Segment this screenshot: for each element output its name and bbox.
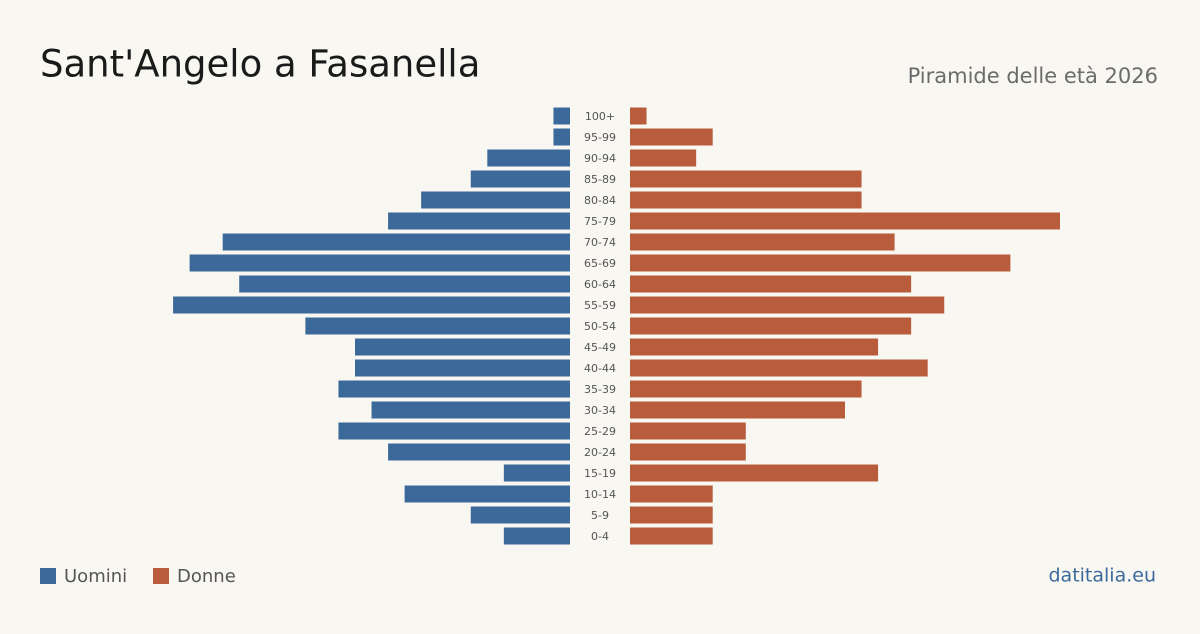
bar bbox=[630, 359, 928, 377]
bar bbox=[630, 527, 713, 545]
chart-subtitle: Piramide delle età 2026 bbox=[908, 64, 1158, 88]
bar bbox=[630, 422, 746, 440]
bar bbox=[421, 191, 570, 209]
bar bbox=[173, 296, 571, 314]
bar bbox=[630, 317, 912, 335]
bar bbox=[630, 107, 647, 125]
age-label: 70-74 bbox=[584, 236, 616, 249]
bar bbox=[630, 338, 879, 356]
bar bbox=[630, 275, 912, 293]
bar bbox=[355, 338, 570, 356]
bar bbox=[630, 233, 895, 251]
age-label: 5-9 bbox=[591, 509, 609, 522]
age-label: 40-44 bbox=[584, 362, 616, 375]
bar bbox=[189, 254, 570, 272]
bar bbox=[470, 170, 570, 188]
age-label: 50-54 bbox=[584, 320, 616, 333]
legend-label: Donne bbox=[177, 566, 236, 587]
bar bbox=[630, 128, 713, 146]
bar bbox=[388, 443, 570, 461]
bar bbox=[371, 401, 570, 419]
age-label: 100+ bbox=[585, 110, 615, 123]
age-label: 85-89 bbox=[584, 173, 616, 186]
bar bbox=[630, 170, 862, 188]
age-label: 95-99 bbox=[584, 131, 616, 144]
bar bbox=[503, 464, 570, 482]
bar bbox=[553, 128, 570, 146]
bar bbox=[503, 527, 570, 545]
bar bbox=[630, 254, 1011, 272]
age-label: 15-19 bbox=[584, 467, 616, 480]
bar bbox=[355, 359, 570, 377]
bar bbox=[630, 464, 879, 482]
bar bbox=[630, 380, 862, 398]
bar bbox=[222, 233, 570, 251]
legend-swatch bbox=[153, 568, 169, 584]
legend-label: Uomini bbox=[64, 566, 127, 587]
age-label: 90-94 bbox=[584, 152, 616, 165]
bar bbox=[338, 422, 570, 440]
bar bbox=[630, 212, 1060, 230]
age-label: 20-24 bbox=[584, 446, 616, 459]
bar bbox=[630, 506, 713, 524]
bar bbox=[630, 296, 945, 314]
site-link[interactable]: datitalia.eu bbox=[1049, 565, 1157, 587]
legend-swatch bbox=[40, 568, 56, 584]
bar bbox=[630, 149, 697, 167]
age-label: 55-59 bbox=[584, 299, 616, 312]
bar bbox=[630, 401, 845, 419]
age-label: 30-34 bbox=[584, 404, 616, 417]
bar bbox=[630, 485, 713, 503]
age-label: 45-49 bbox=[584, 341, 616, 354]
age-label: 10-14 bbox=[584, 488, 616, 501]
bar bbox=[338, 380, 570, 398]
chart-title: Sant'Angelo a Fasanella bbox=[40, 43, 480, 86]
bar bbox=[404, 485, 570, 503]
bar bbox=[470, 506, 570, 524]
bar bbox=[305, 317, 570, 335]
bar bbox=[630, 191, 862, 209]
bar bbox=[487, 149, 570, 167]
bar bbox=[388, 212, 570, 230]
bar bbox=[630, 443, 746, 461]
bar bbox=[239, 275, 570, 293]
age-label: 25-29 bbox=[584, 425, 616, 438]
age-label: 60-64 bbox=[584, 278, 616, 291]
age-label: 35-39 bbox=[584, 383, 616, 396]
bar bbox=[553, 107, 570, 125]
age-label: 65-69 bbox=[584, 257, 616, 270]
age-label: 80-84 bbox=[584, 194, 616, 207]
age-label: 75-79 bbox=[584, 215, 616, 228]
age-label: 0-4 bbox=[591, 530, 609, 543]
